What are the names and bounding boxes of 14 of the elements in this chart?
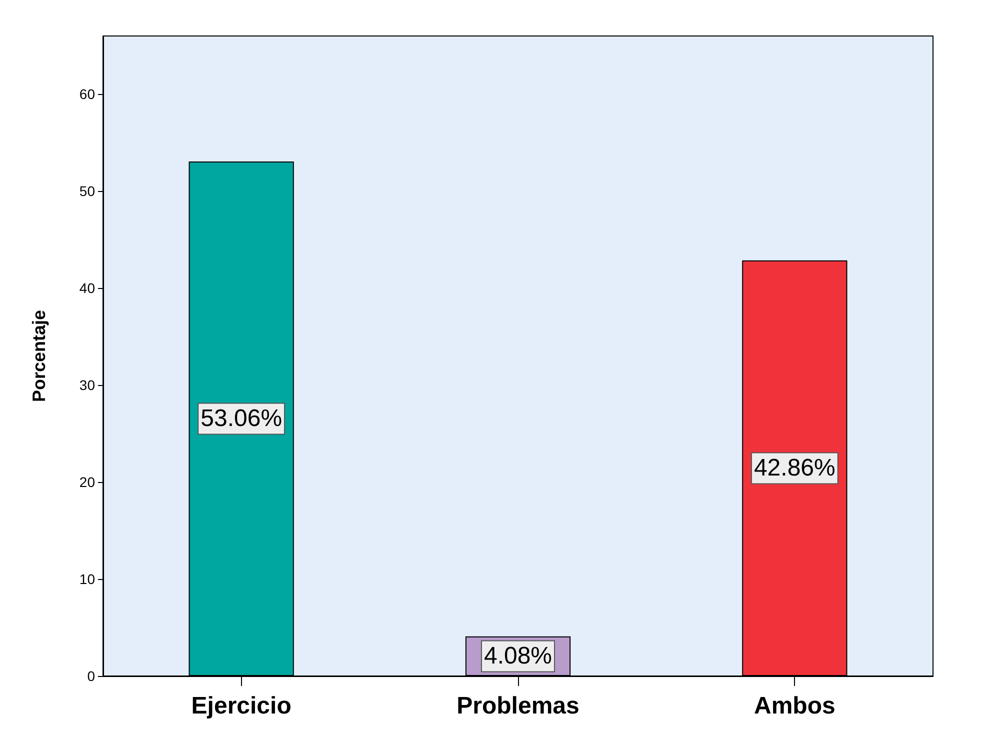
x-tick-label: Ejercicio bbox=[191, 692, 292, 720]
x-tick-label: Problemas bbox=[456, 692, 580, 720]
y-tick-label: 50 bbox=[79, 183, 96, 200]
data-label: 42.86% bbox=[754, 454, 836, 482]
y-tick-label: 20 bbox=[79, 474, 96, 490]
data-label: 53.06% bbox=[200, 405, 282, 432]
x-tick-label: Ambos bbox=[754, 692, 836, 720]
data-label: 4.08% bbox=[484, 642, 552, 670]
y-tick-label: 40 bbox=[79, 280, 96, 296]
y-tick-label: 30 bbox=[79, 377, 96, 394]
y-tick-label: 60 bbox=[79, 86, 96, 102]
y-tick-label: 10 bbox=[79, 571, 96, 588]
y-axis-title: Porcentaje bbox=[29, 310, 49, 402]
y-tick-label: 0 bbox=[87, 668, 96, 684]
